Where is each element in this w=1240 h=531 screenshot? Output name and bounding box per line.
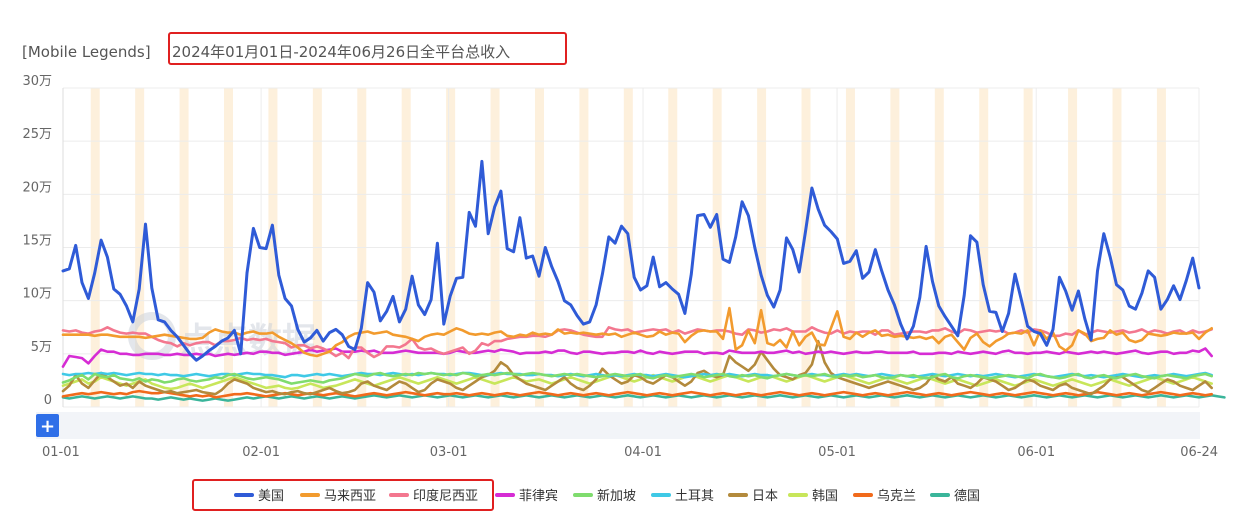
legend-item[interactable]: 土耳其	[651, 489, 714, 504]
legend-item[interactable]: 印度尼西亚	[389, 488, 478, 504]
legend-label: 新加坡	[597, 488, 636, 504]
legend-item[interactable]: 乌克兰	[853, 488, 916, 504]
y-tick-label: 30万	[22, 74, 52, 89]
zoom-slider-track[interactable]	[36, 412, 1200, 439]
legend-label: 印度尼西亚	[413, 488, 478, 504]
zoom-plus-icon: +	[40, 416, 55, 437]
legend-item[interactable]: 日本	[728, 489, 778, 504]
x-axis: 01-01 02-01 03-01 04-01 05-01 06-01 06-24	[42, 445, 1218, 460]
legend-label: 土耳其	[675, 489, 714, 504]
legend-item[interactable]: 韩国	[788, 489, 838, 504]
legend: 美国 马来西亚 印度尼西亚 菲律宾 新加坡 土耳其 日本 韩国 乌克兰 德国	[234, 488, 980, 504]
legend-item[interactable]: 新加坡	[573, 488, 636, 504]
series-line-8	[61, 389, 1213, 399]
series-lines	[61, 159, 1226, 402]
series-line-6	[61, 339, 1213, 396]
app-tag: [Mobile Legends]	[22, 43, 151, 61]
x-tick-label: 01-01	[42, 445, 80, 460]
x-tick-label: 02-01	[242, 445, 280, 460]
x-tick-label: 06-01	[1017, 445, 1055, 460]
y-axis: 0 5万 10万 15万 20万 25万 30万	[22, 74, 52, 408]
zoom-plus-button[interactable]	[36, 414, 59, 437]
chart-title: 2024年01月01日-2024年06月26日全平台总收入	[172, 43, 510, 61]
series-line-0	[61, 159, 1201, 362]
y-tick-label: 15万	[22, 234, 52, 249]
x-tick-label: 04-01	[624, 445, 662, 460]
title-highlight-box	[168, 32, 567, 65]
legend-label: 日本	[752, 489, 778, 504]
legend-label: 乌克兰	[877, 488, 916, 504]
legend-label: 德国	[954, 489, 980, 504]
legend-item[interactable]: 美国	[234, 489, 284, 504]
x-tick-label: 05-01	[818, 445, 856, 460]
y-tick-label: 5万	[31, 340, 52, 355]
series-line-3	[61, 347, 1213, 368]
legend-item[interactable]: 马来西亚	[300, 489, 376, 504]
series-line-1	[61, 306, 1213, 358]
y-tick-label: 25万	[22, 127, 52, 142]
series-line-4	[61, 371, 1213, 385]
legend-item[interactable]: 菲律宾	[495, 488, 558, 504]
x-tick-label: 06-24	[1180, 445, 1218, 460]
legend-label: 美国	[258, 489, 284, 504]
legend-item[interactable]: 德国	[930, 489, 980, 504]
legend-highlight-box	[192, 479, 494, 511]
x-tick-label: 03-01	[430, 445, 468, 460]
legend-label: 菲律宾	[519, 488, 558, 504]
y-tick-label: 20万	[22, 180, 52, 195]
y-tick-label: 10万	[22, 287, 52, 302]
y-tick-label: 0	[44, 393, 52, 408]
legend-label: 马来西亚	[324, 489, 376, 504]
series-line-2	[61, 325, 1213, 360]
series-line-9	[61, 393, 1226, 402]
legend-label: 韩国	[812, 489, 838, 504]
